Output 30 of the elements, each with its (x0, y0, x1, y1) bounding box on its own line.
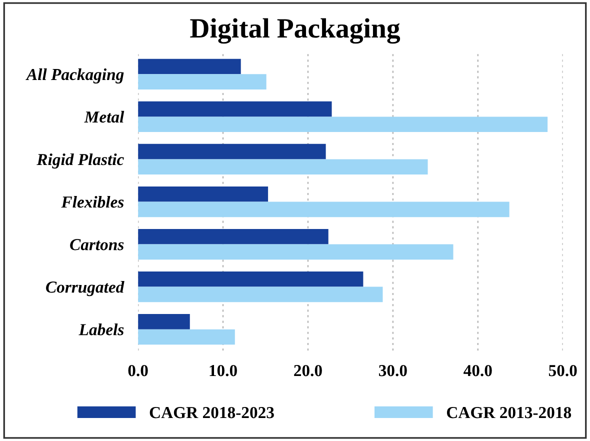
y-tick-label: Flexibles (61, 196, 124, 208)
legend-label: CAGR 2018-2023 (150, 406, 274, 418)
y-tick-label: Rigid Plastic (36, 153, 124, 169)
x-tick-label: 20.0 (294, 364, 322, 376)
x-tick-label: 30.0 (378, 364, 407, 376)
x-tick-label: 40.0 (464, 364, 492, 376)
y-tick-label: Cartons (70, 239, 124, 250)
bar (138, 101, 332, 117)
y-tick-label: All Packaging (26, 68, 124, 84)
bar (138, 314, 190, 330)
y-tick-label: Corrugated (46, 281, 124, 296)
bar (138, 244, 454, 260)
x-tick-label: 50.0 (548, 364, 577, 376)
bar (138, 74, 266, 90)
y-tick-label: Labels (78, 324, 124, 336)
bar (138, 202, 510, 218)
x-tick-label: 0.0 (128, 364, 148, 376)
bar (138, 186, 268, 202)
bar (138, 144, 326, 160)
chart-title: Digital Packaging (190, 18, 400, 44)
legend-label: CAGR 2013-2018 (446, 406, 572, 418)
bar (138, 116, 548, 132)
bar (138, 329, 235, 345)
y-tick-label: Metal (84, 110, 124, 123)
bar (138, 58, 241, 74)
bar (138, 272, 364, 287)
bar (138, 286, 383, 302)
bar (138, 228, 328, 244)
x-tick-label: 10.0 (210, 364, 237, 376)
bar (138, 159, 428, 175)
